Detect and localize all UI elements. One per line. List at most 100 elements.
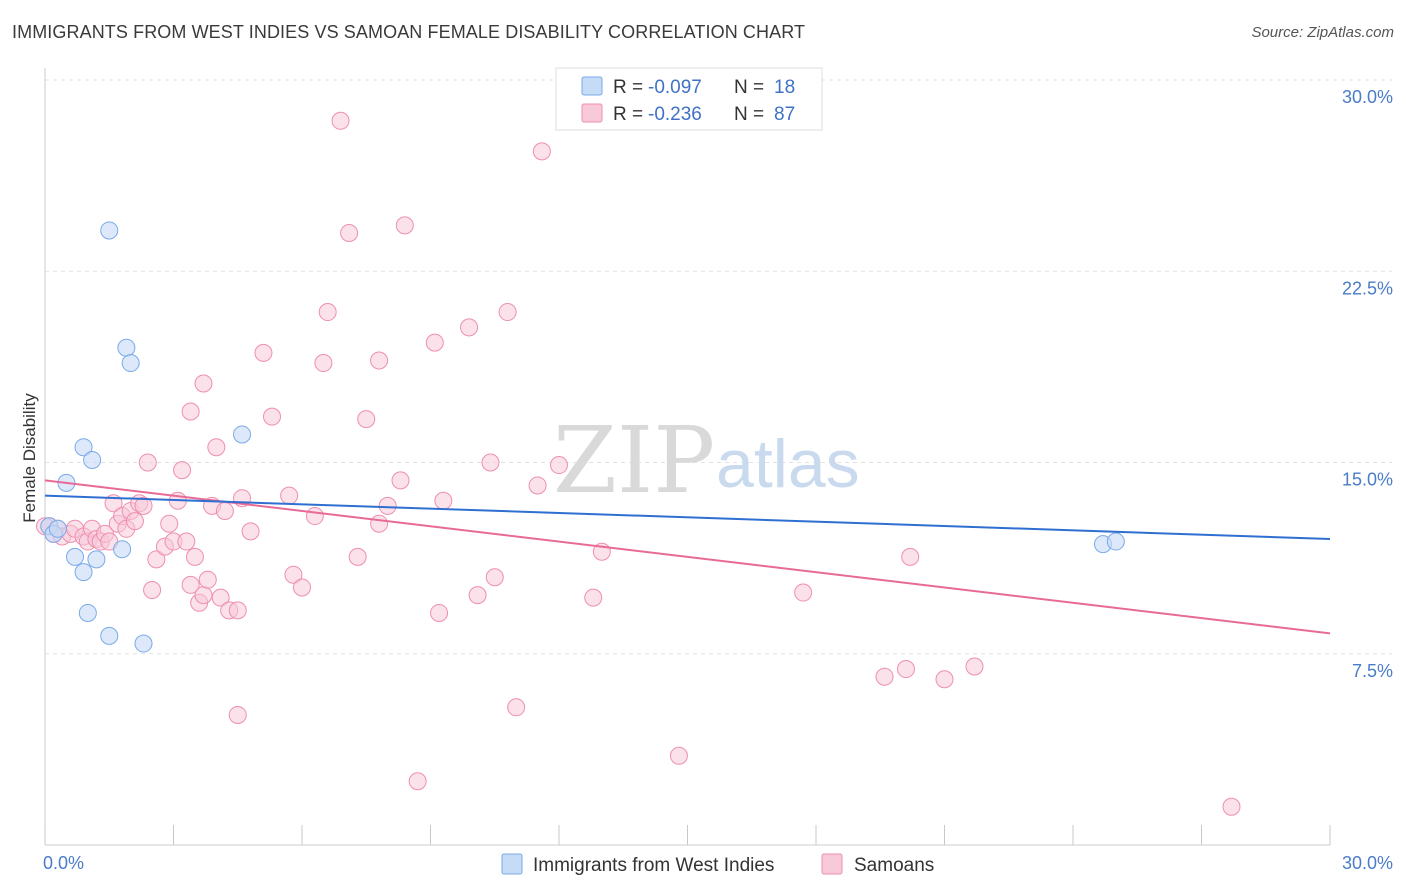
point-west-indies-11 [113, 540, 132, 559]
point-samoans-44 [194, 374, 213, 393]
point-samoans-39 [228, 601, 247, 620]
point-samoans-70 [498, 303, 517, 322]
point-samoans-47 [263, 407, 282, 426]
point-samoans-66 [460, 318, 479, 337]
point-samoans-52 [318, 303, 337, 322]
point-samoans-82 [935, 670, 954, 689]
y-tick-label-2: 22.5% [1342, 278, 1393, 298]
legend-r-value-1: -0.097 [648, 77, 702, 98]
point-samoans-57 [370, 514, 389, 533]
y-axis-label: Female Disability [20, 393, 39, 523]
point-west-indies-2 [48, 519, 67, 538]
point-samoans-50 [305, 507, 324, 526]
point-samoans-29 [181, 575, 200, 594]
legend-r-label-1: R = [613, 77, 643, 98]
point-samoans-62 [408, 772, 427, 791]
point-samoans-53 [331, 111, 350, 130]
point-samoans-77 [669, 746, 688, 765]
point-samoans-36 [211, 588, 230, 607]
chart-title: IMMIGRANTS FROM WEST INDIES VS SAMOAN FE… [12, 22, 806, 42]
point-west-indies-16 [233, 425, 252, 444]
trend-line-west-indies [44, 494, 1331, 540]
point-samoans-27 [173, 461, 192, 480]
point-west-indies-7 [83, 450, 102, 469]
point-samoans-41 [241, 522, 260, 541]
x-tick-label-1: 30.0% [1342, 853, 1393, 873]
point-samoans-67 [468, 586, 487, 605]
point-samoans-51 [314, 354, 333, 373]
point-samoans-30 [185, 547, 204, 566]
legend-r-label-2: R = [613, 104, 643, 125]
point-samoans-28 [177, 532, 196, 551]
point-west-indies-9 [87, 550, 106, 569]
point-samoans-56 [357, 410, 376, 429]
x-tick-label-0: 0.0% [43, 853, 84, 873]
y-tick-label-3: 30.0% [1342, 87, 1393, 107]
point-samoans-71 [507, 698, 526, 717]
point-samoans-79 [875, 667, 894, 686]
point-west-indies-12 [100, 221, 119, 240]
point-samoans-69 [485, 568, 504, 587]
point-west-indies-14 [121, 354, 140, 373]
point-samoans-78 [794, 583, 813, 602]
point-west-indies-8 [78, 603, 97, 622]
point-samoans-24 [160, 514, 179, 533]
gridlines [45, 79, 1392, 655]
y-tick-labels: 7.5% 15.0% 22.5% 30.0% [1342, 87, 1393, 681]
legend-n-value-2: 87 [774, 104, 795, 125]
point-samoans-32 [194, 586, 213, 605]
x-tick-labels: 0.0% 30.0% [43, 853, 1393, 873]
legend-n-label-1: N = [734, 77, 764, 98]
point-west-indies-5 [74, 563, 93, 582]
point-samoans-37 [215, 501, 234, 520]
point-samoans-58 [370, 351, 389, 370]
source-credit: Source: ZipAtlas.com [1251, 24, 1394, 41]
watermark-zip: ZIP [553, 407, 715, 514]
legend-swatch-pink [581, 103, 603, 123]
point-samoans-61 [395, 216, 414, 235]
point-samoans-18 [125, 512, 144, 531]
point-samoans-74 [550, 456, 568, 475]
point-samoans-35 [207, 438, 226, 457]
point-west-indies-18 [1106, 532, 1125, 551]
point-west-indies-4 [65, 547, 84, 566]
point-samoans-42 [138, 453, 157, 472]
point-samoans-59 [378, 496, 397, 515]
point-samoans-65 [434, 491, 453, 510]
point-west-indies-13 [117, 338, 136, 357]
y-tick-label-0: 7.5% [1352, 661, 1393, 681]
point-samoans-43 [181, 402, 200, 421]
point-samoans-49 [293, 578, 311, 597]
bottom-legend-swatch-blue [501, 853, 523, 875]
legend-r-value-2: -0.236 [648, 104, 702, 125]
axes [44, 68, 1331, 846]
bottom-legend-label-pink: Samoans [854, 855, 934, 876]
point-west-indies-15 [134, 634, 153, 653]
point-samoans-60 [391, 471, 410, 490]
point-samoans-83 [965, 657, 984, 676]
point-samoans-46 [254, 343, 273, 362]
point-samoans-80 [896, 660, 915, 679]
point-samoans-54 [340, 224, 359, 242]
point-west-indies-10 [100, 626, 119, 645]
legend-swatch-blue [581, 76, 603, 96]
y-tick-label-1: 15.0% [1342, 470, 1393, 490]
trend-lines [44, 479, 1331, 635]
point-samoans-81 [901, 547, 920, 566]
point-samoans-73 [532, 142, 551, 161]
point-samoans-33 [198, 570, 217, 589]
point-samoans-55 [348, 547, 367, 566]
point-west-indies-6 [74, 438, 93, 457]
legend-box: R = -0.097 N = 18 R = -0.236 N = 87 [555, 67, 823, 131]
watermark-atlas: atlas [716, 426, 860, 502]
series-west-indies [40, 221, 1125, 653]
legend-n-label-2: N = [734, 104, 764, 125]
point-samoans-84 [1222, 797, 1241, 816]
trend-line-samoans [44, 479, 1331, 635]
bottom-legend-label-blue: Immigrants from West Indies [533, 855, 774, 876]
point-samoans-48 [284, 565, 303, 584]
watermark: ZIP atlas [553, 407, 860, 514]
point-samoans-22 [147, 550, 166, 569]
point-samoans-68 [481, 453, 500, 472]
